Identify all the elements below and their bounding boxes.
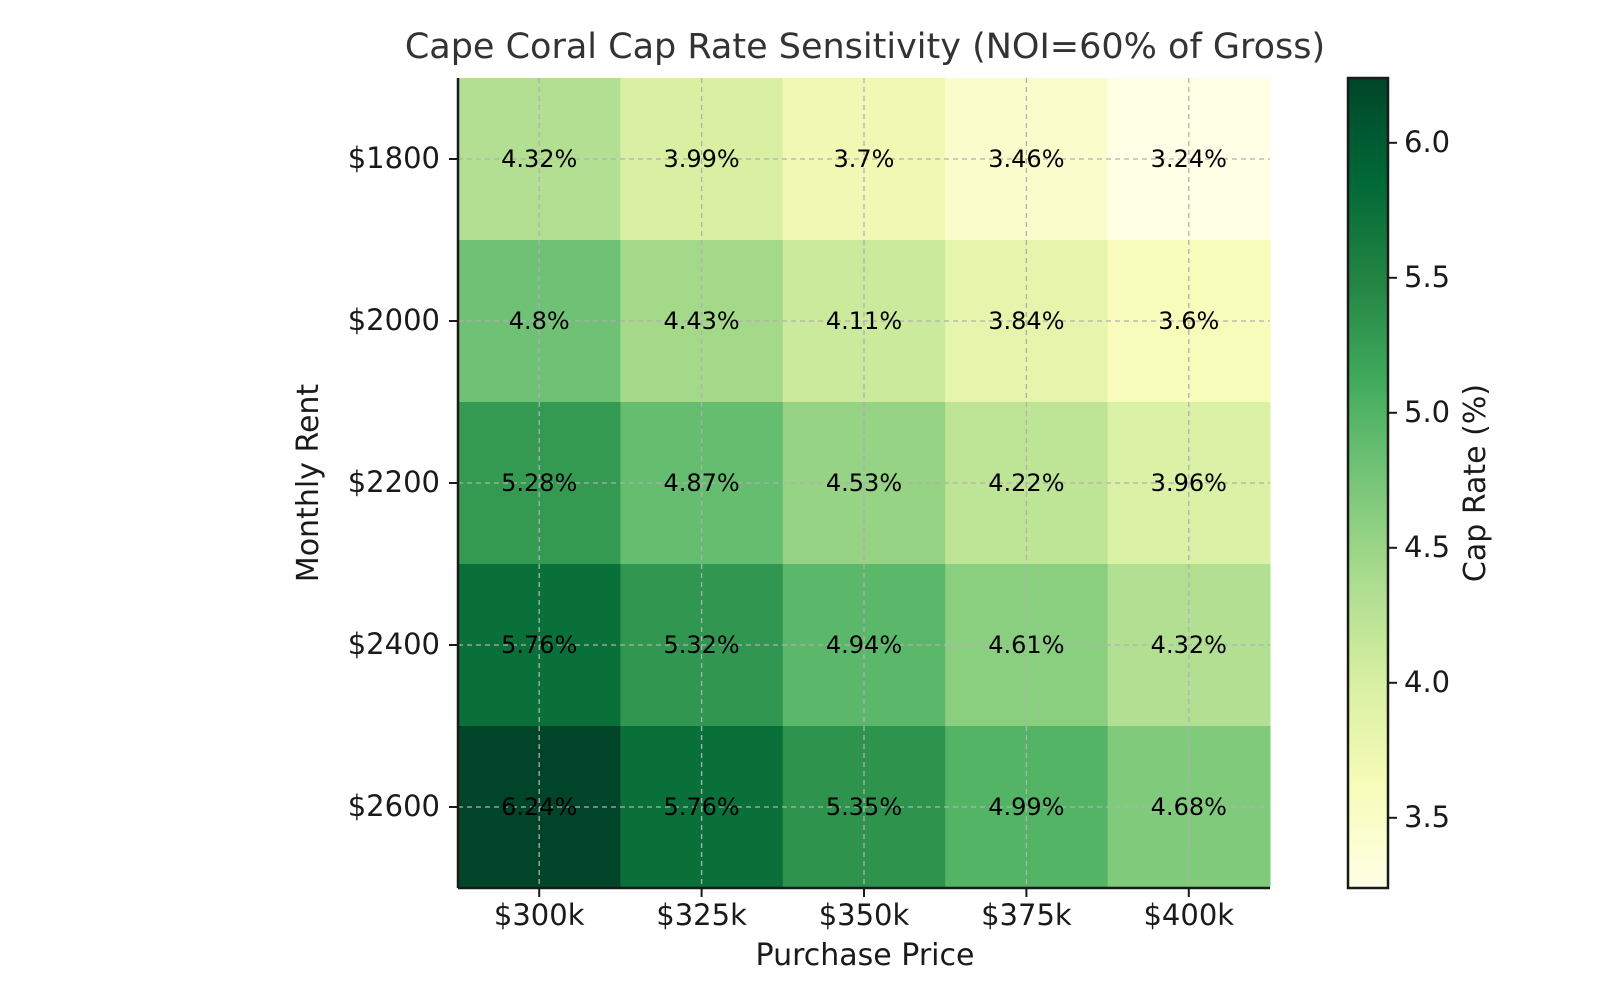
y-tick-label: $2600 xyxy=(348,789,440,823)
x-tick-label: $375k xyxy=(981,898,1072,932)
cell-value-label: 3.99% xyxy=(663,145,739,173)
cell-value-label: 4.68% xyxy=(1151,793,1227,821)
colorbar-tick-label: 6.0 xyxy=(1404,125,1450,159)
y-tick-label: $2000 xyxy=(348,303,440,337)
cell-value-label: 3.96% xyxy=(1151,469,1227,497)
cell-value-label: 4.43% xyxy=(663,307,739,335)
cell-value-labels: 4.32% 3.99% 3.7% 3.46% 3.24% 4.8% 4.43% 4.11% 3.… xyxy=(501,145,1227,821)
y-axis-title: Monthly Rent xyxy=(291,384,326,583)
colorbar-title: Cap Rate (%) xyxy=(1458,384,1493,582)
colorbar-tick-label: 3.5 xyxy=(1404,800,1450,834)
chart-title: Cape Coral Cap Rate Sensitivity (NOI=60%… xyxy=(405,27,1325,67)
x-tick-label: $400k xyxy=(1143,898,1234,932)
grid-lines xyxy=(458,78,1270,888)
cell-value-label: 3.7% xyxy=(834,145,895,173)
colorbar-gradient xyxy=(1346,76,1390,890)
cell-value-label: 4.11% xyxy=(826,307,902,335)
cell-value-label: 4.61% xyxy=(988,631,1064,659)
x-tick-label: $300k xyxy=(494,898,585,932)
cell-value-label: 5.28% xyxy=(501,469,577,497)
x-axis-ticks: $300k $325k $350k $375k $400k xyxy=(494,888,1234,932)
cell-value-label: 5.76% xyxy=(501,631,577,659)
x-tick-label: $350k xyxy=(819,898,910,932)
colorbar-tick-label: 5.5 xyxy=(1404,260,1450,294)
cell-value-label: 4.22% xyxy=(988,469,1064,497)
cell-value-label: 4.32% xyxy=(1151,631,1227,659)
colorbar-tick-label: 4.0 xyxy=(1404,665,1450,699)
cell-value-label: 5.76% xyxy=(663,793,739,821)
y-tick-label: $2400 xyxy=(348,627,440,661)
cell-value-label: 4.99% xyxy=(988,793,1064,821)
y-tick-label: $2200 xyxy=(348,465,440,499)
cell-value-label: 4.94% xyxy=(826,631,902,659)
cell-value-label: 6.24% xyxy=(501,793,577,821)
x-axis-title: Purchase Price xyxy=(756,938,975,973)
x-tick-label: $325k xyxy=(656,898,747,932)
colorbar-tick-label: 5.0 xyxy=(1404,395,1450,429)
cell-value-label: 3.84% xyxy=(988,307,1064,335)
colorbar: 3.5 4.0 4.5 5.0 5.5 6.0 Cap Rate (%) xyxy=(1346,76,1493,890)
y-tick-label: $1800 xyxy=(348,141,440,175)
cell-value-label: 5.35% xyxy=(826,793,902,821)
cell-value-label: 4.87% xyxy=(663,469,739,497)
cell-value-label: 3.46% xyxy=(988,145,1064,173)
cell-value-label: 3.6% xyxy=(1158,307,1219,335)
colorbar-tick-label: 4.5 xyxy=(1404,530,1450,564)
colorbar-ticks: 3.5 4.0 4.5 5.0 5.5 6.0 xyxy=(1388,125,1450,834)
cell-value-label: 4.8% xyxy=(509,307,570,335)
y-axis-ticks: $1800 $2000 $2200 $2400 $2600 xyxy=(348,141,458,823)
cell-value-label: 5.32% xyxy=(663,631,739,659)
cell-value-label: 4.32% xyxy=(501,145,577,173)
cell-value-label: 4.53% xyxy=(826,469,902,497)
cell-value-label: 3.24% xyxy=(1151,145,1227,173)
